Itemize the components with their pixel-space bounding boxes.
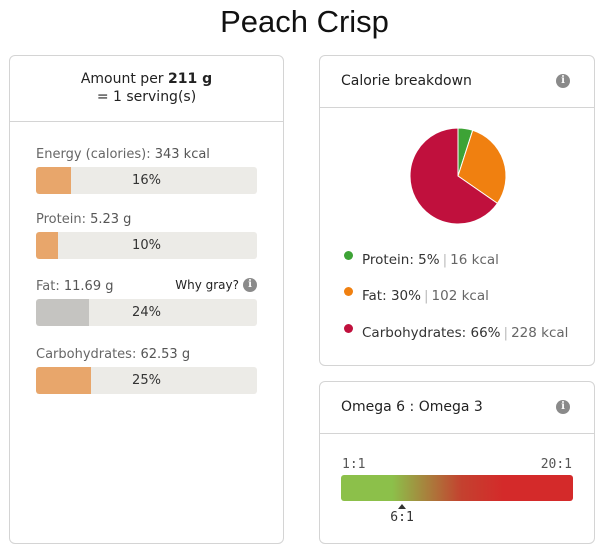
omega-header: Omega 6 : Omega 3 i	[320, 382, 594, 434]
legend-percent: 66%	[470, 325, 501, 341]
calorie-breakdown-card: Calorie breakdown i Protein: 5% | 16 kcal …	[319, 55, 595, 366]
omega-ratio-value: 6:1	[390, 510, 414, 525]
omega-marker-arrow	[398, 504, 407, 509]
legend-percent: 5%	[418, 252, 440, 268]
nutrient-row-carbohydrates: Carbohydrates: 62.53 g 25%	[36, 346, 257, 394]
legend-item-fat: Fat: 30% | 102 kcal	[344, 286, 489, 304]
legend-name: Protein:	[362, 252, 414, 268]
nutrient-value: 62.53 g	[140, 347, 191, 362]
legend-dot	[344, 323, 353, 333]
legend-percent: 30%	[390, 288, 421, 304]
nutrient-label: Energy (calories):	[36, 147, 151, 162]
omega-title: Omega 6 : Omega 3	[341, 399, 483, 415]
why-gray-link[interactable]: Why gray? i	[175, 278, 257, 292]
nutrient-row-protein: Protein: 5.23 g 10%	[36, 211, 257, 259]
legend-separator: |	[442, 252, 448, 268]
legend-item-protein: Protein: 5% | 16 kcal	[344, 250, 499, 268]
serving-text: = 1 serving(s)	[96, 89, 197, 105]
legend-kcal: 228 kcal	[511, 325, 569, 341]
legend-item-carbohydrates: Carbohydrates: 66% | 228 kcal	[344, 323, 569, 341]
legend-kcal: 16 kcal	[450, 252, 499, 268]
nutrient-bar-fill	[36, 299, 90, 326]
legend-dot	[344, 286, 353, 296]
legend-separator: |	[423, 288, 429, 304]
nutrient-value: 5.23 g	[90, 212, 132, 227]
nutrient-percent: 25%	[132, 373, 161, 388]
omega-ratio-bar	[341, 475, 573, 501]
nutrient-bar-fill	[36, 167, 72, 194]
nutrient-bar-fill	[36, 367, 92, 394]
amount-prefix: Amount per	[80, 71, 169, 87]
page-title: Peach Crisp	[220, 4, 389, 39]
nutrition-card: Amount per 211 g = 1 serving(s) Energy (…	[9, 55, 284, 544]
calorie-pie-chart	[409, 127, 507, 225]
nutrient-label: Protein:	[36, 212, 86, 227]
nutrient-percent: 16%	[132, 173, 161, 188]
legend-separator: |	[503, 325, 509, 341]
nutrient-percent: 24%	[132, 305, 161, 320]
calorie-breakdown-header: Calorie breakdown i	[320, 56, 594, 108]
info-icon[interactable]: i	[243, 278, 257, 292]
nutrient-bar: 10%	[36, 232, 257, 259]
nutrient-value: 11.69 g	[63, 279, 114, 294]
legend-dot	[344, 250, 353, 260]
legend-kcal: 102 kcal	[431, 288, 489, 304]
nutrient-label: Fat:	[36, 279, 60, 294]
nutrient-bar: 25%	[36, 367, 257, 394]
omega-scale-min: 1:1	[342, 457, 366, 472]
nutrition-header: Amount per 211 g = 1 serving(s)	[10, 56, 283, 122]
pie-slice-fat	[457, 129, 507, 205]
pie-slice-carbohydrates	[409, 127, 499, 225]
nutrient-value: 343 kcal	[154, 147, 210, 162]
omega-scale-max: 20:1	[540, 457, 572, 472]
legend-name: Fat:	[362, 288, 387, 304]
nutrient-row-fat: Fat: 11.69 g Why gray? i 24%	[36, 278, 257, 326]
nutrient-bar-fill	[36, 232, 59, 259]
nutrient-percent: 10%	[132, 238, 161, 253]
why-gray-label: Why gray?	[175, 278, 239, 292]
nutrient-label: Carbohydrates:	[36, 347, 137, 362]
omega-ratio-card: Omega 6 : Omega 3 i 1:1 20:1 6:1	[319, 381, 595, 544]
amount-value: 211 g	[168, 71, 213, 87]
nutrient-row-energy: Energy (calories): 343 kcal 16%	[36, 146, 257, 194]
info-icon[interactable]: i	[556, 74, 570, 88]
calorie-breakdown-title: Calorie breakdown	[341, 73, 472, 89]
info-icon[interactable]: i	[556, 400, 570, 414]
nutrient-bar: 24%	[36, 299, 257, 326]
legend-name: Carbohydrates:	[362, 325, 467, 341]
nutrient-bar: 16%	[36, 167, 257, 194]
